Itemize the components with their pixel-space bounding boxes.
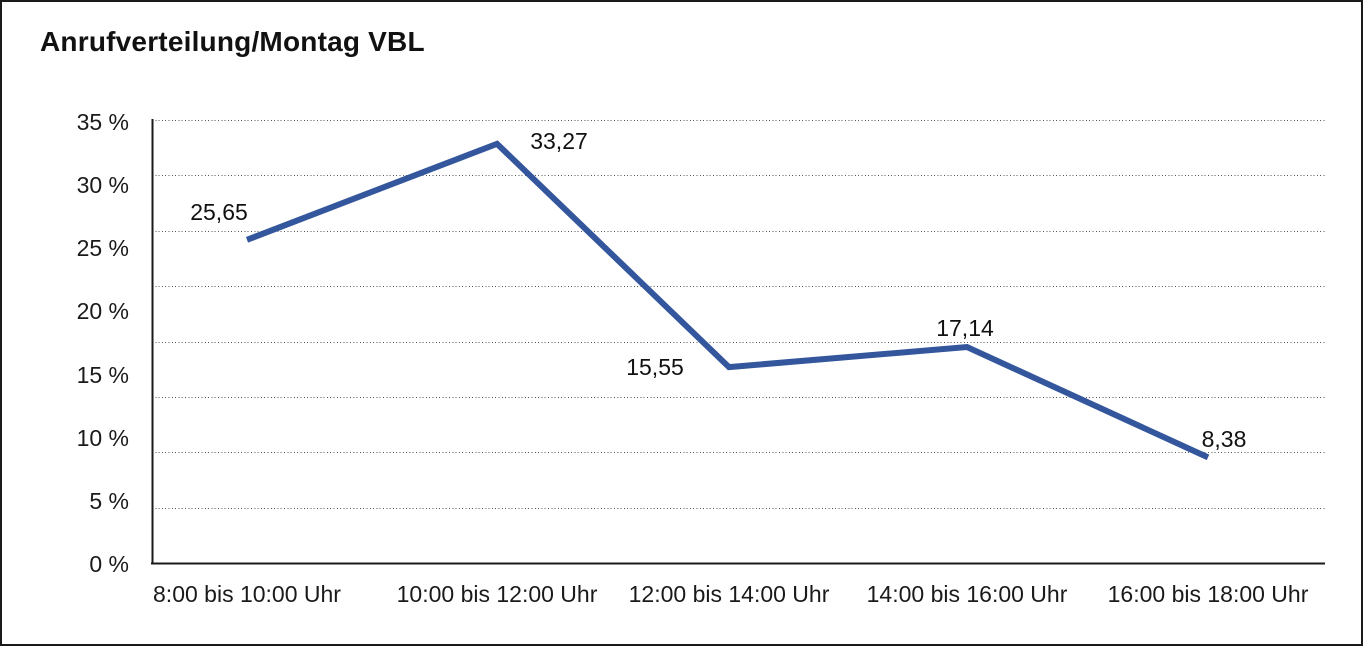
y-axis-tick-label: 25 % xyxy=(76,235,129,261)
data-value-label: 15,55 xyxy=(626,354,684,380)
x-axis-category-label: 10:00 bis 12:00 Uhr xyxy=(396,581,598,607)
data-value-label: 17,14 xyxy=(936,315,994,341)
y-axis-tick-label: 15 % xyxy=(76,362,129,388)
data-value-label: 25,65 xyxy=(190,199,248,225)
x-axis-category-label: 16:00 bis 18:00 Uhr xyxy=(1107,581,1309,607)
x-axis-category-label: 12:00 bis 14:00 Uhr xyxy=(628,581,830,607)
x-axis-category-label: 14:00 bis 16:00 Uhr xyxy=(866,581,1068,607)
y-axis-tick-label: 35 % xyxy=(76,109,129,135)
y-axis-tick-label: 30 % xyxy=(76,172,129,198)
data-value-label: 8,38 xyxy=(1201,426,1247,452)
y-axis-tick-label: 10 % xyxy=(76,425,129,451)
y-axis-tick-label: 0 % xyxy=(89,551,129,577)
chart-title: Anrufverteilung/Montag VBL xyxy=(40,26,425,57)
data-value-label: 33,27 xyxy=(530,128,588,154)
data-line xyxy=(245,140,1210,461)
x-axis-category-label: 8:00 bis 10:00 Uhr xyxy=(153,581,341,607)
y-axis-tick-label: 20 % xyxy=(76,298,129,324)
y-axis-tick-label: 5 % xyxy=(89,488,129,514)
